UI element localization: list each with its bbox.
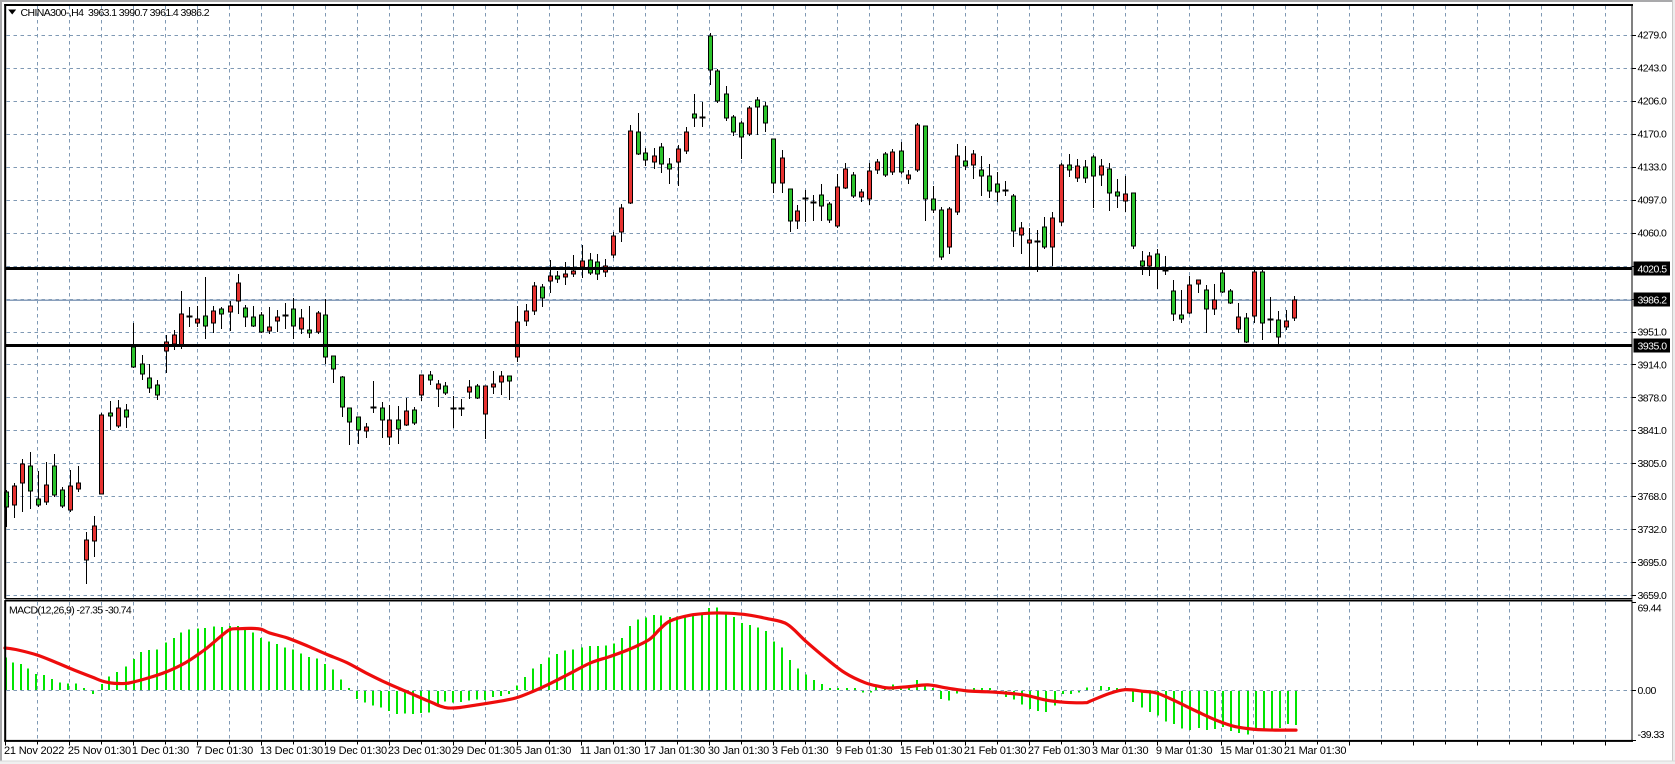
svg-text:30 Jan 01:30: 30 Jan 01:30 [708,745,769,757]
svg-text:CHINA300-,H4 3963.1 3990.7 39: CHINA300-,H4 3963.1 3990.7 3961.4 3986.2 [21,7,210,19]
svg-text:15 Feb 01:30: 15 Feb 01:30 [900,745,963,757]
svg-text:4279.0: 4279.0 [1638,30,1668,42]
svg-text:3805.0: 3805.0 [1638,458,1668,470]
svg-text:3732.0: 3732.0 [1638,524,1668,536]
svg-text:4097.0: 4097.0 [1638,194,1668,206]
svg-text:3951.0: 3951.0 [1638,326,1668,338]
svg-text:4243.0: 4243.0 [1638,63,1668,75]
svg-text:4060.0: 4060.0 [1638,227,1668,239]
svg-text:4020.5: 4020.5 [1638,263,1668,275]
svg-text:21 Mar 01:30: 21 Mar 01:30 [1284,745,1347,757]
svg-text:9 Mar 01:30: 9 Mar 01:30 [1156,745,1213,757]
svg-text:3659.0: 3659.0 [1638,590,1668,602]
svg-text:19 Dec 01:30: 19 Dec 01:30 [324,745,387,757]
svg-text:4133.0: 4133.0 [1638,161,1668,173]
svg-text:21 Feb 01:30: 21 Feb 01:30 [964,745,1027,757]
svg-text:21 Nov 2022: 21 Nov 2022 [4,745,64,757]
svg-text:MACD(12,26,9) -27.35 -30.74: MACD(12,26,9) -27.35 -30.74 [9,605,132,617]
svg-text:13 Dec 01:30: 13 Dec 01:30 [260,745,323,757]
svg-text:69.44: 69.44 [1638,602,1662,614]
svg-text:3841.0: 3841.0 [1638,425,1668,437]
svg-text:29 Dec 01:30: 29 Dec 01:30 [452,745,515,757]
svg-text:4206.0: 4206.0 [1638,96,1668,108]
svg-text:9 Feb 01:30: 9 Feb 01:30 [836,745,893,757]
svg-text:3914.0: 3914.0 [1638,359,1668,371]
svg-text:15 Mar 01:30: 15 Mar 01:30 [1220,745,1283,757]
svg-text:5 Jan 01:30: 5 Jan 01:30 [516,745,571,757]
svg-text:17 Jan 01:30: 17 Jan 01:30 [644,745,705,757]
svg-text:3878.0: 3878.0 [1638,392,1668,404]
svg-text:3 Feb 01:30: 3 Feb 01:30 [772,745,829,757]
svg-text:-39.33: -39.33 [1638,729,1665,741]
svg-text:11 Jan 01:30: 11 Jan 01:30 [580,745,640,757]
svg-text:3768.0: 3768.0 [1638,491,1668,503]
svg-text:4170.0: 4170.0 [1638,129,1668,141]
svg-text:3986.2: 3986.2 [1638,294,1668,306]
svg-text:0.00: 0.00 [1638,685,1657,697]
svg-text:3695.0: 3695.0 [1638,557,1668,569]
svg-text:27 Feb 01:30: 27 Feb 01:30 [1028,745,1091,757]
svg-text:3 Mar 01:30: 3 Mar 01:30 [1092,745,1149,757]
svg-text:3935.0: 3935.0 [1638,340,1668,352]
svg-text:23 Dec 01:30: 23 Dec 01:30 [388,745,451,757]
svg-text:7 Dec 01:30: 7 Dec 01:30 [196,745,253,757]
svg-text:1 Dec 01:30: 1 Dec 01:30 [132,745,189,757]
svg-text:25 Nov 01:30: 25 Nov 01:30 [68,745,131,757]
